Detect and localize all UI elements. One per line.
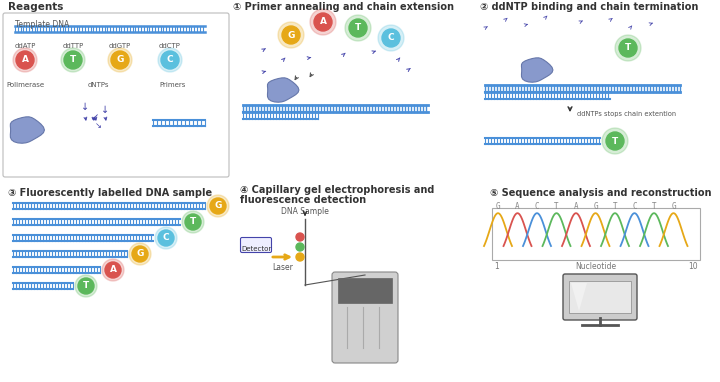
Circle shape (210, 198, 226, 214)
Bar (569, 281, 631, 313)
Circle shape (111, 51, 129, 69)
Text: T: T (83, 282, 89, 290)
Circle shape (16, 51, 34, 69)
Text: G: G (671, 202, 676, 211)
Circle shape (602, 128, 628, 154)
Text: C: C (632, 202, 636, 211)
Text: ↓: ↓ (101, 105, 109, 115)
FancyBboxPatch shape (563, 274, 637, 320)
Text: ↙: ↙ (91, 112, 99, 122)
Text: Reagents: Reagents (8, 2, 63, 12)
Text: C: C (535, 202, 539, 211)
Polygon shape (10, 117, 45, 143)
Text: ⑤ Sequence analysis and reconstruction: ⑤ Sequence analysis and reconstruction (490, 188, 711, 198)
Circle shape (382, 29, 400, 47)
Text: ④ Capillary gel electrophoresis and: ④ Capillary gel electrophoresis and (240, 185, 434, 195)
Text: T: T (190, 217, 196, 227)
Circle shape (349, 19, 367, 37)
Circle shape (108, 48, 132, 72)
Text: fluorescence detection: fluorescence detection (240, 195, 366, 205)
Text: T: T (612, 136, 618, 146)
Text: ddGTP: ddGTP (109, 43, 131, 49)
Circle shape (296, 253, 304, 261)
Circle shape (185, 214, 201, 230)
Text: Laser: Laser (273, 263, 294, 272)
Circle shape (158, 48, 182, 72)
Text: Detector: Detector (241, 246, 271, 252)
Circle shape (310, 9, 336, 35)
Text: Template DNA: Template DNA (15, 20, 69, 29)
Text: G: G (117, 55, 124, 65)
Circle shape (102, 259, 124, 281)
Circle shape (129, 243, 151, 265)
Text: ① Primer annealing and chain extension: ① Primer annealing and chain extension (233, 2, 454, 12)
Polygon shape (571, 283, 587, 311)
Text: DNA Sample: DNA Sample (281, 207, 329, 216)
Circle shape (345, 15, 371, 41)
Bar (492, 208, 700, 260)
Text: A: A (320, 18, 326, 26)
Text: A: A (516, 202, 520, 211)
Text: ddATP: ddATP (14, 43, 36, 49)
Circle shape (105, 262, 121, 278)
Circle shape (182, 211, 204, 233)
Circle shape (158, 230, 174, 246)
FancyBboxPatch shape (332, 272, 398, 363)
Text: ddCTP: ddCTP (159, 43, 181, 49)
Text: T: T (613, 202, 617, 211)
Text: Primers: Primers (160, 82, 186, 88)
Text: G: G (136, 249, 144, 259)
Polygon shape (521, 58, 553, 82)
Text: T: T (70, 55, 76, 65)
Text: ↓: ↓ (81, 102, 89, 112)
Text: G: G (593, 202, 598, 211)
Circle shape (155, 227, 177, 249)
Text: ② ddNTP binding and chain termination: ② ddNTP binding and chain termination (480, 2, 698, 12)
Text: G: G (495, 202, 500, 211)
Bar (338, 278, 392, 303)
Text: G: G (215, 201, 222, 210)
Circle shape (378, 25, 404, 51)
Circle shape (132, 246, 148, 262)
Text: T: T (625, 44, 631, 52)
Circle shape (606, 132, 624, 150)
Text: C: C (167, 55, 174, 65)
Circle shape (296, 233, 304, 241)
Polygon shape (267, 78, 299, 102)
Text: Nucleotide: Nucleotide (575, 262, 616, 271)
Text: 1: 1 (494, 262, 499, 271)
Text: ↘: ↘ (94, 121, 102, 130)
Text: Polimerase: Polimerase (6, 82, 44, 88)
Circle shape (615, 35, 641, 61)
FancyBboxPatch shape (3, 13, 229, 177)
Text: C: C (387, 34, 395, 42)
Circle shape (78, 278, 94, 294)
Text: T: T (355, 24, 361, 32)
Circle shape (64, 51, 82, 69)
Circle shape (61, 48, 85, 72)
Text: A: A (109, 265, 117, 275)
Circle shape (13, 48, 37, 72)
Text: T: T (554, 202, 559, 211)
Text: A: A (22, 55, 29, 65)
Circle shape (282, 26, 300, 44)
Circle shape (75, 275, 97, 297)
Circle shape (278, 22, 304, 48)
Circle shape (296, 243, 304, 251)
Text: ddTTP: ddTTP (63, 43, 84, 49)
Text: 10: 10 (688, 262, 698, 271)
Text: ③ Fluorescently labelled DNA sample: ③ Fluorescently labelled DNA sample (8, 188, 212, 198)
Circle shape (619, 39, 637, 57)
Circle shape (207, 195, 229, 217)
Circle shape (161, 51, 179, 69)
Text: dNTPs: dNTPs (87, 82, 109, 88)
Circle shape (314, 13, 332, 31)
Text: G: G (287, 31, 294, 39)
Text: ddNTPs stops chain extention: ddNTPs stops chain extention (577, 111, 676, 117)
FancyBboxPatch shape (240, 238, 271, 253)
Text: A: A (574, 202, 578, 211)
Text: C: C (163, 233, 169, 243)
Text: T: T (652, 202, 657, 211)
